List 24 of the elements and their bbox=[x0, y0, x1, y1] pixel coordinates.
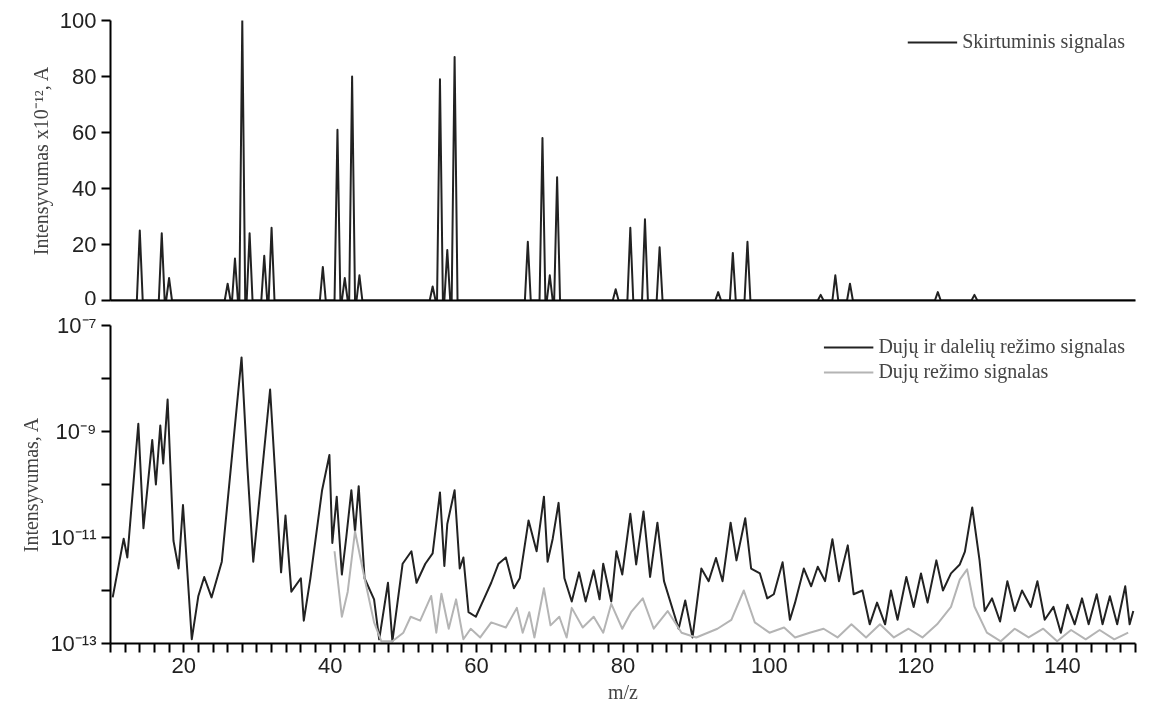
y-tick-label: 10⁻¹¹ bbox=[50, 525, 97, 550]
x-tick-label: 80 bbox=[610, 652, 636, 678]
y-tick-label: 10⁻⁹ bbox=[55, 419, 97, 444]
x-tick-label: 100 bbox=[751, 652, 788, 678]
y-tick-label: 0 bbox=[84, 285, 97, 311]
y-axis-title: Intensyvumas, A bbox=[20, 417, 44, 553]
x-tick-label: 140 bbox=[1043, 652, 1081, 678]
legend-label: Skirtuminis signalas bbox=[962, 30, 1125, 53]
y-tick-label: 40 bbox=[72, 176, 97, 201]
x-tick-label: 40 bbox=[317, 652, 343, 678]
y-tick-label: 80 bbox=[72, 64, 97, 89]
line-series bbox=[333, 530, 1130, 643]
y-tick-label: 100 bbox=[59, 8, 97, 33]
x-axis-title: m/z bbox=[608, 680, 639, 703]
y-tick-label: 10⁻¹³ bbox=[50, 631, 97, 656]
x-tick-label: 20 bbox=[171, 652, 196, 678]
x-tick-label: 60 bbox=[464, 652, 489, 678]
y-tick-label: 60 bbox=[72, 120, 97, 145]
y-axis-title: Intensyvumas x10⁻¹², A bbox=[29, 66, 53, 256]
legend-label: Dujų ir dalelių režimo signalas bbox=[878, 335, 1125, 358]
x-tick-label: 120 bbox=[897, 652, 935, 678]
legend-label: Dujų režimo signalas bbox=[878, 360, 1049, 383]
y-tick-label: 10⁻⁷ bbox=[57, 313, 97, 338]
y-tick-label: 20 bbox=[72, 232, 97, 257]
